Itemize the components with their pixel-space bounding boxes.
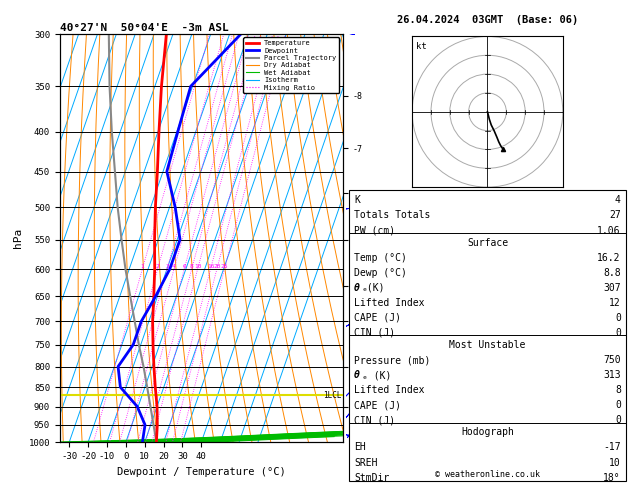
Text: Totals Totals: Totals Totals bbox=[354, 210, 430, 221]
Y-axis label: km
ASL: km ASL bbox=[368, 230, 387, 246]
Text: 0: 0 bbox=[615, 416, 621, 425]
Text: 16.2: 16.2 bbox=[598, 253, 621, 262]
Text: -17: -17 bbox=[603, 442, 621, 452]
Text: 10: 10 bbox=[194, 264, 201, 269]
Text: Most Unstable: Most Unstable bbox=[449, 340, 526, 350]
Text: θ: θ bbox=[354, 283, 360, 293]
Text: 0: 0 bbox=[615, 400, 621, 410]
Y-axis label: hPa: hPa bbox=[13, 228, 23, 248]
Text: Surface: Surface bbox=[467, 238, 508, 247]
Text: Lifted Index: Lifted Index bbox=[354, 298, 425, 308]
Text: 4: 4 bbox=[615, 195, 621, 206]
Text: 8.8: 8.8 bbox=[603, 268, 621, 278]
Text: 2: 2 bbox=[156, 264, 160, 269]
X-axis label: Dewpoint / Temperature (°C): Dewpoint / Temperature (°C) bbox=[117, 467, 286, 477]
Text: CIN (J): CIN (J) bbox=[354, 328, 395, 338]
Text: PW (cm): PW (cm) bbox=[354, 226, 395, 236]
Text: 0: 0 bbox=[615, 313, 621, 323]
Text: CAPE (J): CAPE (J) bbox=[354, 400, 401, 410]
Text: 313: 313 bbox=[603, 370, 621, 380]
Text: 40°27'N  50°04'E  -3m ASL: 40°27'N 50°04'E -3m ASL bbox=[60, 23, 228, 33]
Text: 26.04.2024  03GMT  (Base: 06): 26.04.2024 03GMT (Base: 06) bbox=[397, 15, 578, 25]
Text: 750: 750 bbox=[603, 355, 621, 365]
Text: 26: 26 bbox=[221, 264, 228, 269]
Text: 8: 8 bbox=[615, 385, 621, 395]
Text: 27: 27 bbox=[609, 210, 621, 221]
Text: kt: kt bbox=[416, 42, 426, 51]
Text: 10: 10 bbox=[609, 457, 621, 468]
Text: 4: 4 bbox=[172, 264, 176, 269]
Text: 20: 20 bbox=[213, 264, 221, 269]
Text: θ: θ bbox=[354, 370, 360, 380]
Text: 1.06: 1.06 bbox=[598, 226, 621, 236]
Legend: Temperature, Dewpoint, Parcel Trajectory, Dry Adiabat, Wet Adiabat, Isotherm, Mi: Temperature, Dewpoint, Parcel Trajectory… bbox=[243, 37, 339, 93]
Text: Dewp (°C): Dewp (°C) bbox=[354, 268, 407, 278]
Text: 1LCL: 1LCL bbox=[323, 391, 342, 399]
Text: 18°: 18° bbox=[603, 472, 621, 483]
Text: 1: 1 bbox=[140, 264, 144, 269]
Text: 3: 3 bbox=[165, 264, 169, 269]
Text: Temp (°C): Temp (°C) bbox=[354, 253, 407, 262]
Text: 8: 8 bbox=[190, 264, 194, 269]
Text: Pressure (mb): Pressure (mb) bbox=[354, 355, 430, 365]
Text: SREH: SREH bbox=[354, 457, 377, 468]
Text: K: K bbox=[354, 195, 360, 206]
Text: CIN (J): CIN (J) bbox=[354, 416, 395, 425]
Text: Hodograph: Hodograph bbox=[461, 427, 514, 437]
Text: ₑ(K): ₑ(K) bbox=[362, 283, 385, 293]
Text: CAPE (J): CAPE (J) bbox=[354, 313, 401, 323]
Text: 307: 307 bbox=[603, 283, 621, 293]
Text: 6: 6 bbox=[182, 264, 186, 269]
Text: © weatheronline.co.uk: © weatheronline.co.uk bbox=[435, 469, 540, 479]
Text: 16: 16 bbox=[207, 264, 214, 269]
Text: 0: 0 bbox=[615, 328, 621, 338]
Text: EH: EH bbox=[354, 442, 366, 452]
Text: Lifted Index: Lifted Index bbox=[354, 385, 425, 395]
Text: 12: 12 bbox=[609, 298, 621, 308]
Text: StmDir: StmDir bbox=[354, 472, 389, 483]
Text: ₑ (K): ₑ (K) bbox=[362, 370, 391, 380]
